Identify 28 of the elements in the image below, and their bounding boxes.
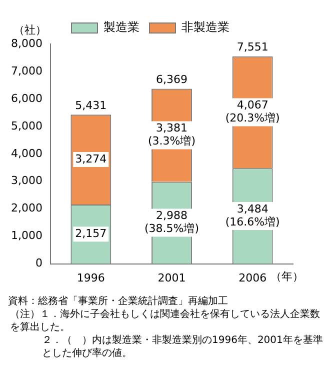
data-label: 3,274	[75, 152, 107, 166]
x-tick-label: 1996	[76, 271, 105, 284]
y-axis-title: （社）	[13, 23, 46, 36]
legend-label: 製造業	[104, 20, 140, 34]
data-label: 2,157	[75, 227, 107, 240]
y-tick-label: 2,000	[10, 202, 42, 215]
legend-label: 非製造業	[182, 20, 230, 34]
y-tick-label: 6,000	[10, 92, 42, 105]
x-axis-title: （年）	[270, 270, 304, 284]
data-label: 4,067 (20.3%増)	[225, 98, 280, 125]
y-tick-label: 4,000	[10, 146, 42, 160]
total-label: 5,431	[75, 98, 107, 112]
y-tick-label: 8,000	[10, 36, 42, 50]
y-tick-label: 5,000	[10, 119, 42, 132]
y-tick-label: 7,000	[10, 64, 42, 78]
total-label: 7,551	[236, 40, 268, 54]
y-tick-label: 0	[35, 256, 42, 270]
data-label: 3,484 (16.6%増)	[225, 202, 280, 228]
total-label: 6,369	[156, 73, 188, 86]
x-tick-label: 2006	[238, 271, 267, 284]
data-label: 3,381 (3.3%増)	[148, 122, 196, 148]
text: 資料：総務省「事業所・企業統計調査」再編加工	[8, 295, 229, 308]
data-label: 2,988 (38.5%増)	[144, 209, 200, 236]
y-tick-label: 3,000	[10, 174, 42, 188]
text: ２．（ ）内は製造業・非製造業別の1996年、2001年を基準とした伸び率の値。	[41, 334, 323, 360]
x-tick-label: 2001	[158, 271, 186, 284]
y-tick-label: 1,000	[10, 229, 42, 242]
text: （注）１．海外に子会社もしくは関連会社を保有している法人企業数を算出した。	[9, 308, 321, 334]
